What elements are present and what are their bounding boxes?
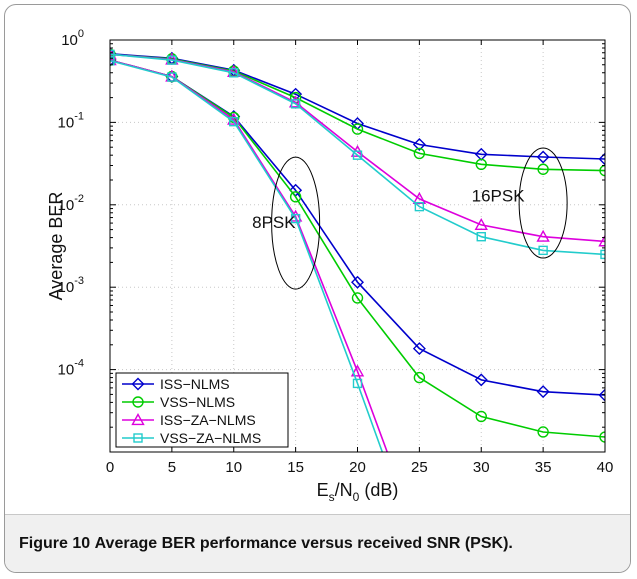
x-axis-label-main: E: [317, 480, 329, 500]
annotations: 8PSK 16PSK: [252, 147, 568, 290]
legend-label: ISS−ZA−NLMS: [160, 412, 256, 428]
data-point: [536, 385, 550, 399]
legend-marker: [131, 413, 145, 426]
x-tick-label: 40: [597, 459, 614, 476]
data-point: [537, 426, 549, 438]
x-tick-label: 15: [287, 459, 304, 476]
annotation-label: 8PSK: [252, 213, 296, 232]
legend-box: [115, 372, 289, 448]
figure-caption-label: Figure 10: [19, 534, 91, 552]
data-point: [412, 137, 426, 151]
legend-label: VSS−ZA−NLMS: [160, 430, 261, 446]
data-point: [167, 72, 177, 82]
data-point: [167, 55, 177, 65]
data-point: [351, 292, 364, 304]
x-tick-label: 20: [349, 459, 366, 476]
data-point: [538, 245, 548, 256]
data-point: [475, 410, 487, 423]
series-line: [110, 53, 605, 243]
x-axis-label: Es/N0 (dB): [317, 480, 399, 504]
ber-chart: 8PSK 16PSK 0 5 10 15 20 25 30 35 40 100 10-1 10-2 10-…: [46, 28, 614, 504]
data-point: [290, 99, 301, 109]
data-point: [599, 431, 605, 443]
figure-caption: Figure 10 Average BER performance versus…: [5, 514, 630, 572]
data-point: [352, 150, 363, 160]
series-square: [110, 49, 605, 452]
ellipse-16psk: [518, 147, 568, 259]
y-tick-label: 10-4: [58, 358, 84, 379]
x-tick-label: 5: [168, 459, 176, 476]
series-line: [110, 53, 605, 160]
series-line: [110, 59, 384, 452]
data-point: [229, 116, 239, 127]
data-point: [350, 364, 365, 377]
x-tick-label: 0: [106, 459, 114, 476]
data-point: [474, 217, 488, 231]
data-point: [474, 373, 488, 387]
data-point: [110, 54, 116, 66]
data-point: [536, 150, 550, 164]
data-point: [351, 275, 364, 289]
data-point: [598, 234, 605, 247]
x-axis-label-slash: /N: [335, 480, 353, 500]
x-axis-label-sub-0: 0: [353, 490, 360, 504]
legend-marker: [132, 396, 144, 408]
legend-label: VSS−NLMS: [160, 394, 235, 410]
data-point: [110, 53, 117, 66]
y-tick-label: 10-3: [58, 275, 84, 296]
x-tick-label: 30: [473, 459, 490, 476]
ellipse-8psk: [271, 156, 321, 290]
legend-marker: [131, 377, 145, 391]
series-line: [110, 53, 605, 256]
data-point: [290, 213, 301, 224]
annotation-label: 16PSK: [472, 186, 526, 205]
legend-label: ISS−NLMS: [160, 376, 230, 392]
data-point: [598, 388, 605, 402]
x-tick-label: 25: [411, 459, 428, 476]
data-point: [475, 158, 487, 171]
data-point: [476, 232, 486, 242]
grid: [110, 40, 605, 452]
data-point: [414, 201, 425, 212]
x-axis-label-unit: (dB): [359, 480, 398, 500]
data-point: [599, 164, 605, 177]
data-point: [351, 123, 364, 135]
series-lines: [110, 47, 605, 452]
data-point: [288, 209, 303, 222]
figure-caption-text: Average BER performance versus received …: [94, 534, 513, 552]
data-point: [413, 371, 426, 384]
x-axis-label-sub-s: s: [329, 490, 335, 504]
x-tick-label: 35: [535, 459, 552, 476]
data-point: [598, 152, 605, 166]
data-point: [536, 229, 550, 242]
data-point: [289, 191, 302, 203]
data-point: [600, 249, 605, 260]
y-axis-label: Average BER: [46, 192, 66, 301]
data-point: [537, 163, 549, 175]
legend-marker: [133, 433, 143, 443]
y-tick-label: 100: [61, 28, 84, 49]
legend: ISS−NLMS VSS−NLMS ISS−ZA−NLMS VSS−ZA−NLMS: [115, 372, 289, 448]
figure-frame: 8PSK 16PSK 0 5 10 15 20 25 30 35 40 100 10-1 10-2 10-…: [4, 4, 631, 573]
y-tick-label: 10-1: [58, 110, 84, 131]
data-point: [412, 342, 426, 356]
x-tick-label: 10: [225, 459, 242, 476]
data-point: [110, 56, 115, 66]
data-point: [110, 49, 115, 60]
axis-ticks: 0 5 10 15 20 25 30 35 40 100 10-1 10-2 10-3 10-4: [58, 28, 614, 476]
y-tick-label: 10-2: [58, 193, 84, 214]
data-point: [413, 147, 426, 160]
data-point: [352, 378, 363, 389]
data-point: [229, 68, 239, 78]
